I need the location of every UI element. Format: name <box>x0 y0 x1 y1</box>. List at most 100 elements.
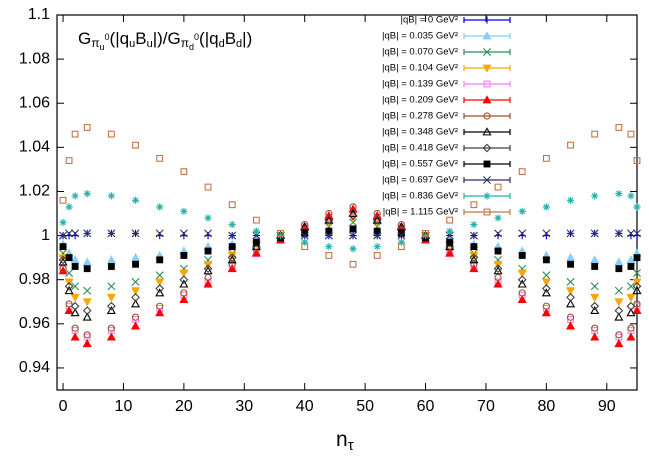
marker <box>566 277 575 286</box>
x-label-part: τ <box>348 437 354 454</box>
legend-label: |qB| = 0.139 GeV² <box>382 79 458 90</box>
marker <box>180 252 188 259</box>
marker <box>83 331 91 339</box>
marker <box>107 282 116 291</box>
marker <box>590 255 600 264</box>
marker <box>518 207 526 215</box>
title-part: π <box>91 36 99 50</box>
marker <box>228 243 236 251</box>
y-tick-label: 1.04 <box>19 139 50 156</box>
marker <box>614 257 624 266</box>
marker <box>107 229 116 238</box>
marker <box>566 252 576 262</box>
marker <box>614 286 623 295</box>
marker <box>58 266 68 275</box>
legend-label: |qB| = 0.418 GeV² <box>382 143 458 154</box>
marker <box>446 227 454 235</box>
marker <box>494 183 502 191</box>
marker <box>83 124 91 131</box>
marker <box>566 299 576 308</box>
marker <box>228 220 236 229</box>
marker <box>82 306 92 315</box>
plot-frame <box>56 14 638 391</box>
title-part: |)/G <box>153 29 181 48</box>
marker <box>325 252 333 259</box>
marker <box>277 229 284 237</box>
marker <box>397 238 405 246</box>
x-tick-label: 60 <box>417 398 435 415</box>
marker <box>469 263 479 273</box>
x-tick-label: 0 <box>59 398 68 415</box>
marker <box>131 229 140 238</box>
marker <box>541 308 551 317</box>
marker <box>517 279 527 288</box>
title-part: u <box>100 42 105 52</box>
marker <box>567 141 574 149</box>
marker <box>155 271 164 280</box>
marker <box>349 231 358 240</box>
marker <box>325 243 333 251</box>
marker <box>483 208 491 216</box>
title-part: (|q <box>110 29 130 48</box>
marker <box>518 168 526 176</box>
marker <box>493 264 503 274</box>
marker <box>494 229 503 238</box>
marker <box>155 288 165 297</box>
marker <box>626 255 636 264</box>
marker <box>483 112 491 120</box>
marker <box>301 243 309 251</box>
marker <box>372 215 382 225</box>
marker <box>155 284 165 293</box>
title-part: |) <box>242 29 252 48</box>
marker <box>131 313 140 321</box>
legend-label: |qB| = 0.070 GeV² <box>382 47 458 58</box>
marker <box>567 260 574 268</box>
marker <box>155 308 165 317</box>
marker <box>590 301 600 311</box>
marker <box>204 183 212 191</box>
marker <box>156 256 164 264</box>
marker <box>591 192 599 200</box>
marker <box>204 273 212 282</box>
title-part: (|q <box>199 29 219 48</box>
marker <box>228 231 237 240</box>
marker <box>421 231 430 240</box>
marker <box>482 95 492 104</box>
marker <box>615 331 623 339</box>
legend-label: |qB| = 0.697 GeV² <box>382 175 458 186</box>
title-part: B <box>225 29 236 48</box>
marker <box>179 229 188 238</box>
marker <box>83 190 91 198</box>
legend-swatch-line <box>463 209 511 215</box>
marker <box>82 312 92 321</box>
y-tick-label: 0.98 <box>19 271 50 288</box>
marker <box>83 265 91 273</box>
marker <box>627 324 635 332</box>
marker <box>470 243 478 251</box>
marker <box>446 238 454 246</box>
marker <box>590 293 600 303</box>
marker <box>482 127 492 136</box>
legend-swatch-line <box>463 129 511 135</box>
title-part: d <box>189 42 194 52</box>
title-part: d <box>236 38 242 50</box>
marker <box>482 31 492 40</box>
marker <box>470 220 478 229</box>
marker <box>566 313 575 321</box>
legend-swatch-line <box>463 145 511 151</box>
marker <box>590 229 599 238</box>
marker <box>324 211 334 220</box>
legend-swatch-line <box>463 81 511 87</box>
marker <box>627 263 635 270</box>
marker <box>482 143 492 153</box>
marker <box>324 215 334 225</box>
marker <box>180 168 188 176</box>
legend-label: |qB| = 0.104 GeV² <box>382 63 458 74</box>
marker <box>615 190 623 198</box>
marker <box>70 301 80 311</box>
series <box>59 203 641 339</box>
title-part: 0 <box>105 32 110 42</box>
marker <box>180 207 188 215</box>
marker <box>494 247 502 255</box>
marker <box>373 227 381 235</box>
